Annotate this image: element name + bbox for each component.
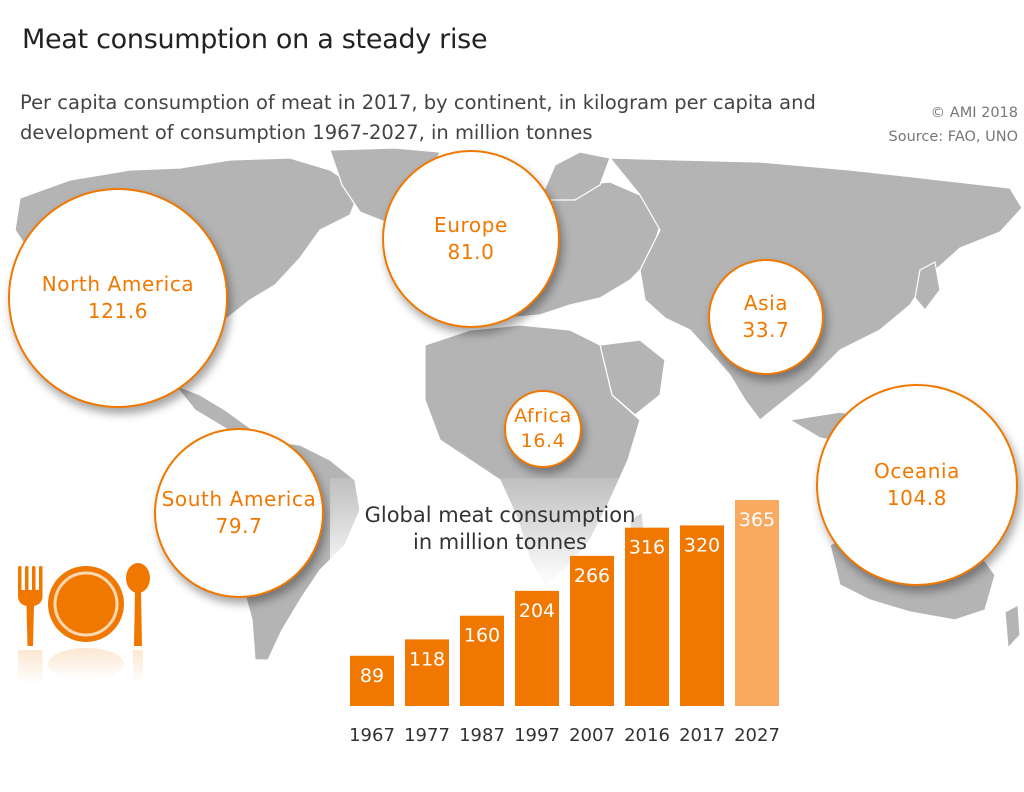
global-consumption-bar-chart: 89 1967 118 1977 160 1987 204 1997 266 2007 316 201… <box>349 500 780 746</box>
bar-2016 <box>625 527 669 706</box>
continent-name: North America <box>41 272 195 296</box>
bar-value-label: 118 <box>409 648 445 670</box>
tableware-icon <box>18 563 150 684</box>
x-tick-label: 2016 <box>624 725 670 746</box>
bar-value-label: 365 <box>739 509 775 531</box>
page-subtitle: Per capita consumption of meat in 2017, … <box>20 88 880 148</box>
credit-block: © AMI 2018 Source: FAO, UNO <box>889 101 1018 149</box>
bar-value-label: 320 <box>684 534 720 556</box>
bubble-europe: Europe 81.0 <box>382 150 560 328</box>
bubble-south-america: South America 79.7 <box>154 428 324 598</box>
fork-icon <box>18 566 43 646</box>
copyright-text: © AMI 2018 <box>930 105 1018 121</box>
continent-value: 79.7 <box>215 514 263 538</box>
page-title: Meat consumption on a steady rise <box>22 24 488 55</box>
chart-title: Global meat consumption in million tonne… <box>330 502 670 556</box>
chart-title-line-2: in million tonnes <box>412 530 587 554</box>
new-zealand-landmass <box>1004 604 1021 649</box>
bar-value-label: 316 <box>629 537 665 559</box>
bar-2007 <box>570 555 614 706</box>
subtitle-line-2: development of consumption 1967-2027, in… <box>20 121 593 144</box>
plate-icon <box>48 566 124 642</box>
x-tick-label: 1967 <box>349 725 395 746</box>
continent-name: South America <box>161 487 317 511</box>
bar-value-label: 266 <box>574 565 610 587</box>
x-tick-label: 2027 <box>734 725 780 746</box>
continent-name: Asia <box>743 291 789 315</box>
continent-value: 121.6 <box>87 299 149 323</box>
continent-name: Africa <box>514 405 572 427</box>
bar-value-label: 160 <box>464 625 500 647</box>
bar-value-label: 89 <box>360 665 384 687</box>
x-tick-label: 1997 <box>514 725 560 746</box>
continent-name: Oceania <box>874 459 960 483</box>
continent-value: 33.7 <box>742 318 790 342</box>
bar-2017 <box>680 525 724 706</box>
bar-value-label: 204 <box>519 600 555 622</box>
bar-1987 <box>460 615 504 706</box>
bubble-asia: Asia 33.7 <box>708 259 824 375</box>
japan-landmass <box>914 261 941 311</box>
spoon-icon <box>126 563 150 646</box>
chart-title-line-1: Global meat consumption <box>364 503 636 527</box>
x-tick-label: 2017 <box>679 725 725 746</box>
bar-1997 <box>515 590 559 706</box>
bubble-oceania: Oceania 104.8 <box>816 384 1018 586</box>
continent-value: 81.0 <box>447 240 495 264</box>
bar-1977 <box>405 639 449 706</box>
x-tick-label: 1977 <box>404 725 450 746</box>
source-text: Source: FAO, UNO <box>888 129 1018 145</box>
subtitle-line-1: Per capita consumption of meat in 2017, … <box>20 91 816 114</box>
bar-1967 <box>350 655 394 706</box>
bubble-north-america: North America 121.6 <box>8 188 228 408</box>
x-tick-label: 2007 <box>569 725 615 746</box>
bar-2027 <box>735 500 779 706</box>
continent-name: Europe <box>434 213 508 237</box>
tableware-reflection <box>18 648 143 684</box>
continent-value: 104.8 <box>886 486 948 510</box>
x-tick-label: 1987 <box>459 725 505 746</box>
continent-value: 16.4 <box>520 430 566 452</box>
bubble-africa: Africa 16.4 <box>504 390 582 468</box>
